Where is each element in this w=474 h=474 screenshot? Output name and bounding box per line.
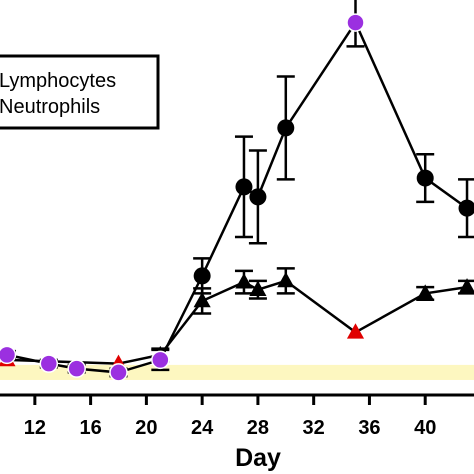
data-point (235, 273, 253, 289)
data-point (277, 119, 295, 137)
data-point (346, 13, 365, 32)
x-tick-label: 36 (358, 417, 380, 439)
series-layer (0, 0, 474, 382)
series-neutrophils (0, 267, 474, 370)
data-point (193, 291, 211, 308)
x-axis-title: Day (235, 444, 281, 472)
data-point (249, 188, 267, 206)
x-tick-label: 32 (303, 417, 325, 439)
x-tick-label: 28 (247, 417, 269, 439)
data-point (458, 199, 474, 217)
data-point (193, 267, 211, 285)
legend-label-neutrophils: Neutrophils (0, 96, 100, 118)
data-point (346, 323, 365, 339)
x-tick-label: 16 (79, 417, 101, 439)
legend-box (0, 54, 160, 130)
legend: Lymphocytes Neutrophils (0, 54, 160, 130)
x-tick-label: 12 (24, 417, 46, 439)
x-tick-label: 40 (414, 417, 436, 439)
x-tick-label: 24 (191, 417, 214, 439)
data-point (39, 354, 59, 373)
data-point (235, 178, 253, 196)
data-point (416, 169, 434, 187)
data-point (67, 359, 86, 378)
x-ticks: 12 16 20 24 28 32 36 40 (24, 395, 436, 439)
data-point (0, 345, 17, 365)
data-point (458, 278, 474, 294)
legend-label-lymphocytes: Lymphocytes (0, 70, 116, 92)
data-point (151, 350, 170, 370)
data-point (109, 363, 128, 382)
x-tick-label: 20 (135, 417, 157, 439)
data-point (416, 284, 434, 300)
data-point (249, 280, 267, 296)
series-lymphocytes (0, 0, 474, 382)
data-point (277, 271, 295, 288)
